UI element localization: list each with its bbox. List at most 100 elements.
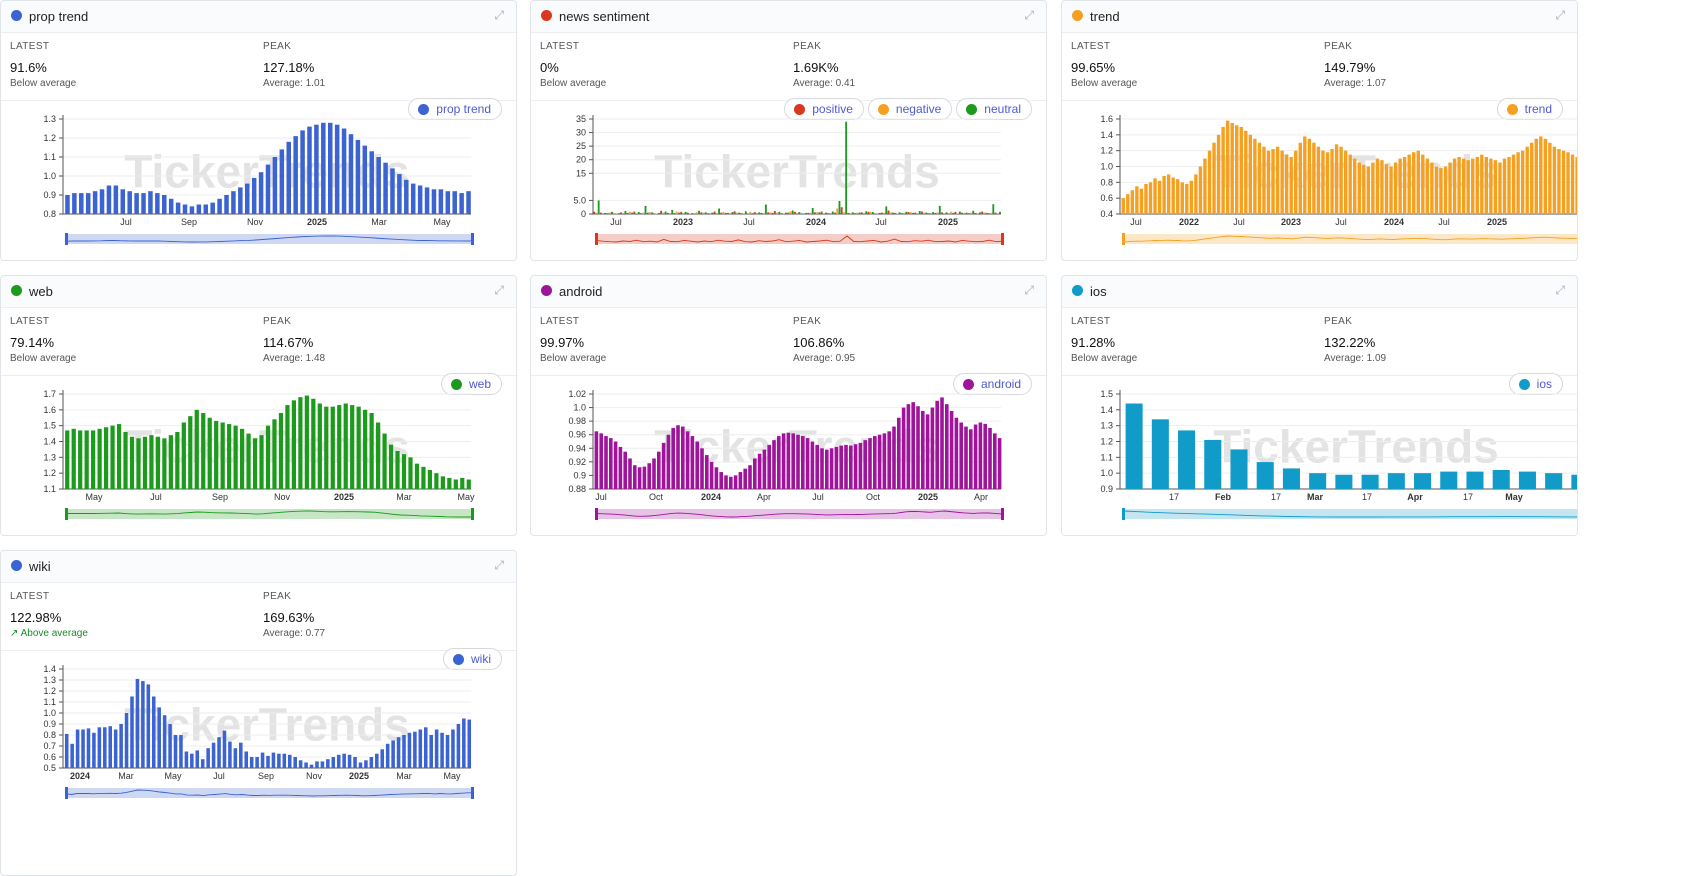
navigator-handle-left[interactable] xyxy=(65,787,68,799)
expand-icon[interactable]: ⤢ xyxy=(1555,283,1565,297)
navigator-handle-right[interactable] xyxy=(471,233,474,245)
bar xyxy=(195,750,200,768)
stats-divider xyxy=(1062,375,1577,376)
navigator-window[interactable] xyxy=(66,788,473,798)
y-tick-label: 5.0 xyxy=(573,195,586,205)
legend-item-neutral[interactable]: neutral xyxy=(956,98,1032,120)
bar-positive xyxy=(633,211,636,214)
peak-stat: PEAK 169.63% Average: 0.77 xyxy=(263,591,325,639)
bar-neutral xyxy=(751,213,754,214)
navigator-handle-left[interactable] xyxy=(65,233,68,245)
bar xyxy=(714,467,719,489)
expand-icon[interactable]: ⤢ xyxy=(494,283,504,297)
x-tick-label: 17 xyxy=(1463,492,1473,502)
legend-item-trend[interactable]: trend xyxy=(1496,98,1563,120)
bar xyxy=(916,406,920,489)
bar xyxy=(293,757,297,768)
bar-neutral xyxy=(979,212,981,214)
bar xyxy=(1443,166,1448,214)
expand-icon[interactable]: ⤢ xyxy=(1555,8,1565,22)
expand-icon[interactable]: ⤢ xyxy=(494,8,504,22)
series-color-dot xyxy=(541,10,552,21)
navigator-window[interactable] xyxy=(1123,234,1578,244)
range-navigator[interactable] xyxy=(595,233,1004,245)
x-tick-label: 2022 xyxy=(1179,217,1199,227)
bar-negative xyxy=(950,211,952,214)
bar-positive xyxy=(847,212,850,214)
bar-negative xyxy=(669,213,671,214)
navigator-handle-right[interactable] xyxy=(1001,233,1004,245)
bar-negative xyxy=(802,213,805,214)
legend-item-wiki[interactable]: wiki xyxy=(443,648,502,670)
bar xyxy=(1353,158,1357,214)
legend-item-web[interactable]: web xyxy=(440,373,502,395)
bar xyxy=(347,754,352,768)
navigator-handle-left[interactable] xyxy=(1122,233,1125,245)
bar-negative xyxy=(963,212,966,214)
x-tick-label: 17 xyxy=(1169,492,1179,502)
bar-negative xyxy=(929,212,932,214)
bar xyxy=(1309,473,1327,489)
bar xyxy=(945,404,949,489)
bar xyxy=(324,406,329,489)
range-navigator[interactable] xyxy=(65,508,474,520)
bar xyxy=(194,409,199,489)
range-navigator[interactable] xyxy=(1122,508,1578,520)
bar xyxy=(1216,134,1221,214)
bar xyxy=(395,451,400,489)
y-tick-label: 1.4 xyxy=(1100,130,1113,140)
range-navigator[interactable] xyxy=(1122,233,1578,245)
legend-item-negative[interactable]: negative xyxy=(867,98,953,120)
bar-negative xyxy=(762,213,765,214)
navigator-line xyxy=(65,510,474,518)
bar xyxy=(228,741,232,768)
series-color-dot xyxy=(1072,285,1083,296)
bar xyxy=(238,187,243,214)
navigator-handle-left[interactable] xyxy=(1122,508,1125,520)
legend-label: positive xyxy=(812,102,853,116)
bar-positive xyxy=(713,211,716,214)
navigator-window[interactable] xyxy=(66,509,473,519)
expand-icon[interactable]: ⤢ xyxy=(1024,8,1034,22)
bar xyxy=(1357,162,1361,214)
navigator-window[interactable] xyxy=(596,234,1003,244)
range-navigator[interactable] xyxy=(65,233,474,245)
card-header: android ⤢ xyxy=(531,276,1046,308)
bar xyxy=(79,193,84,214)
legend-item-positive[interactable]: positive xyxy=(784,98,864,120)
bar xyxy=(906,404,911,489)
bar-positive xyxy=(974,212,977,214)
bar xyxy=(954,417,959,489)
bar-neutral xyxy=(838,200,841,214)
bar xyxy=(97,428,102,489)
navigator-handle-left[interactable] xyxy=(65,508,68,520)
legend: wiki xyxy=(443,648,502,670)
bar xyxy=(1545,473,1563,489)
navigator-handle-right[interactable] xyxy=(1001,508,1004,520)
bar xyxy=(327,122,333,214)
bar xyxy=(1334,144,1339,214)
expand-icon[interactable]: ⤢ xyxy=(494,558,504,572)
range-navigator[interactable] xyxy=(65,787,474,799)
x-tick-label: Nov xyxy=(247,217,264,227)
x-tick-label: Jul xyxy=(812,492,824,502)
bar xyxy=(930,407,935,489)
bar xyxy=(1275,146,1280,214)
y-tick-label: 1.1 xyxy=(43,484,56,494)
latest-label: LATEST xyxy=(10,316,50,327)
y-tick-label: 1.5 xyxy=(43,421,56,431)
bar xyxy=(1507,157,1511,214)
navigator-handle-right[interactable] xyxy=(471,787,474,799)
y-tick-label: 0.9 xyxy=(1100,484,1113,494)
bar-negative xyxy=(822,213,825,214)
navigator-handle-left[interactable] xyxy=(595,233,598,245)
navigator-handle-right[interactable] xyxy=(471,508,474,520)
bar xyxy=(113,729,118,768)
navigator-handle-left[interactable] xyxy=(595,508,598,520)
range-navigator[interactable] xyxy=(595,508,1004,520)
expand-icon[interactable]: ⤢ xyxy=(1024,283,1034,297)
x-tick-label: 2025 xyxy=(938,217,958,227)
y-tick-label: 0.8 xyxy=(1100,177,1113,187)
navigator-window[interactable] xyxy=(1123,509,1578,519)
bar xyxy=(1266,150,1271,214)
